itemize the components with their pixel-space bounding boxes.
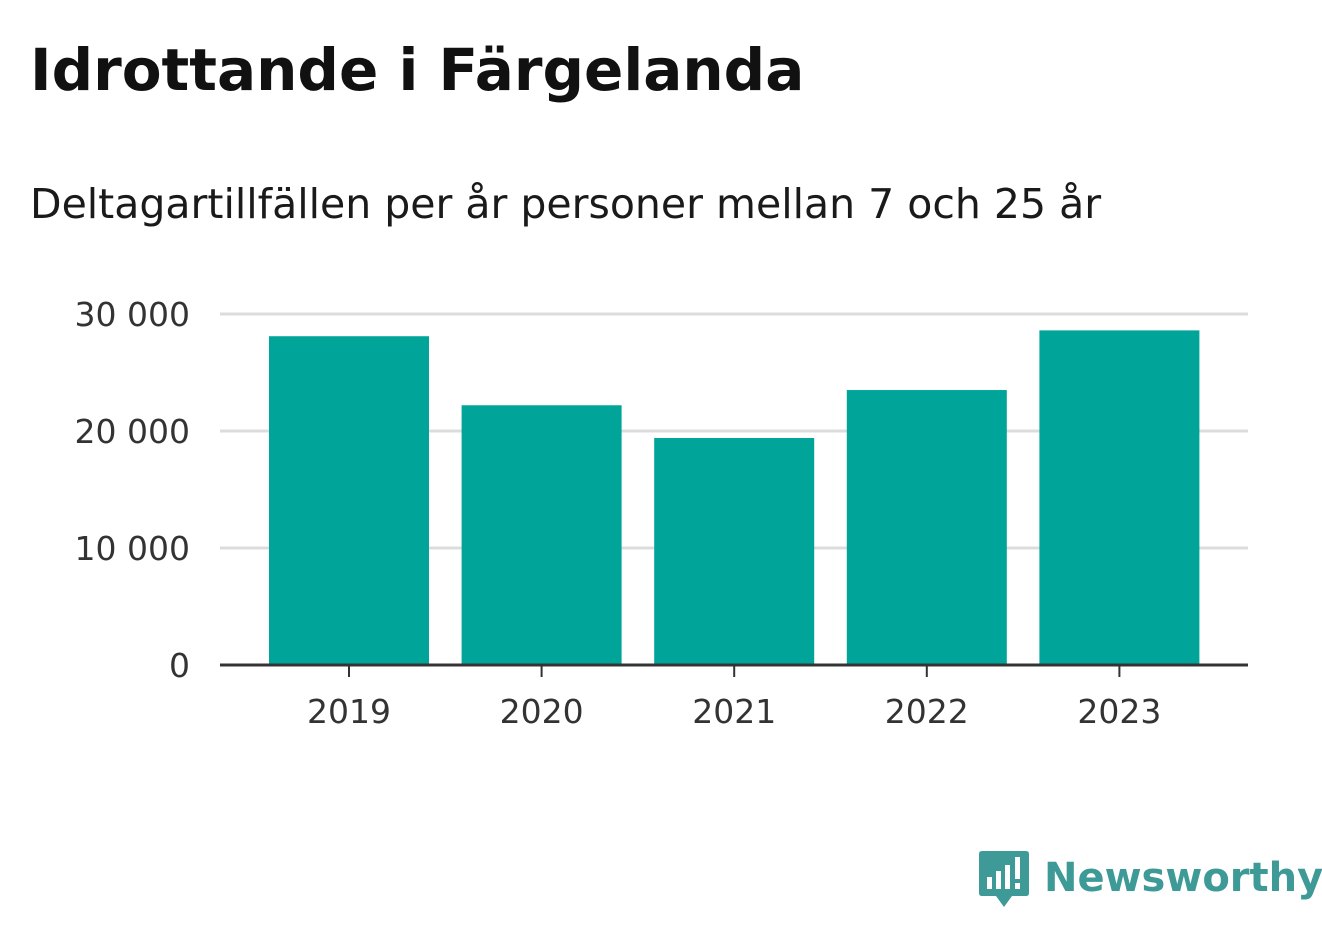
newsworthy-logo-icon bbox=[979, 851, 1029, 907]
axes: 0 10 000 20 000 30 000 2019 2020 2021 2022 2023 bbox=[75, 295, 1248, 731]
chart-subtitle: Deltagartillfällen per år personer mella… bbox=[30, 180, 1102, 228]
x-tick-label: 2019 bbox=[307, 692, 391, 731]
bar-chart: 0 10 000 20 000 30 000 2019 2020 2021 2022 2023 bbox=[75, 295, 1248, 731]
bar-2021 bbox=[654, 438, 815, 665]
x-tick-label: 2020 bbox=[500, 692, 584, 731]
y-tick-label: 10 000 bbox=[75, 529, 190, 568]
bar-2022 bbox=[846, 390, 1007, 665]
brand-logo: Newsworthy bbox=[978, 846, 1322, 910]
x-tick-label: 2022 bbox=[885, 692, 969, 731]
brand-name: Newsworthy bbox=[1044, 855, 1322, 901]
x-tick-label: 2021 bbox=[692, 692, 776, 731]
bar-2020 bbox=[461, 405, 622, 665]
chart-title: Idrottande i Färgelanda bbox=[30, 36, 805, 104]
bar-2023 bbox=[1039, 330, 1200, 665]
y-tick-label: 20 000 bbox=[75, 412, 190, 451]
x-tick-label: 2023 bbox=[1077, 692, 1161, 731]
bars bbox=[269, 330, 1200, 665]
y-tick-label: 0 bbox=[169, 646, 190, 685]
y-tick-label: 30 000 bbox=[75, 295, 190, 334]
bar-2019 bbox=[269, 336, 429, 665]
